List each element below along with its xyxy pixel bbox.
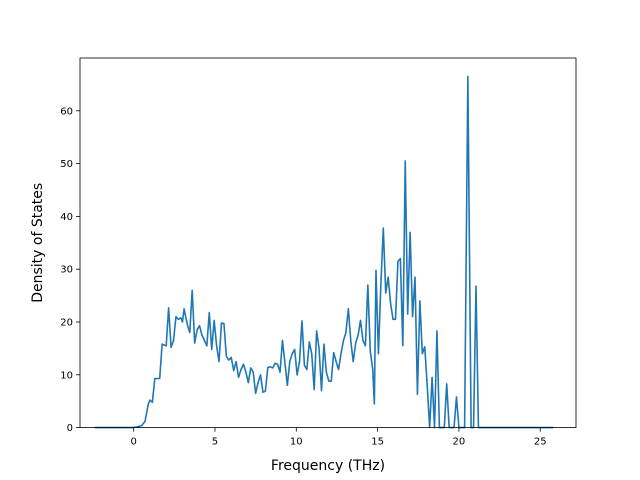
x-tick-label: 10 bbox=[290, 437, 303, 448]
x-axis-label: Frequency (THz) bbox=[271, 458, 385, 474]
x-tick-label: 15 bbox=[371, 437, 384, 448]
y-tick-label: 60 bbox=[60, 106, 73, 117]
x-tick-label: 5 bbox=[212, 437, 218, 448]
y-tick-label: 40 bbox=[60, 212, 73, 223]
y-axis-label: Density of States bbox=[30, 183, 46, 303]
series-line-0 bbox=[94, 75, 554, 429]
y-tick-label: 50 bbox=[60, 159, 73, 170]
y-tick-label: 20 bbox=[60, 318, 73, 329]
x-tick-label: 20 bbox=[453, 437, 466, 448]
y-tick-label: 30 bbox=[60, 265, 73, 276]
x-tick-label: 0 bbox=[130, 437, 136, 448]
y-tick-label: 0 bbox=[67, 423, 73, 434]
x-tick-label: 25 bbox=[534, 437, 547, 448]
plot-frame bbox=[79, 57, 577, 429]
y-tick-label: 10 bbox=[60, 370, 73, 381]
